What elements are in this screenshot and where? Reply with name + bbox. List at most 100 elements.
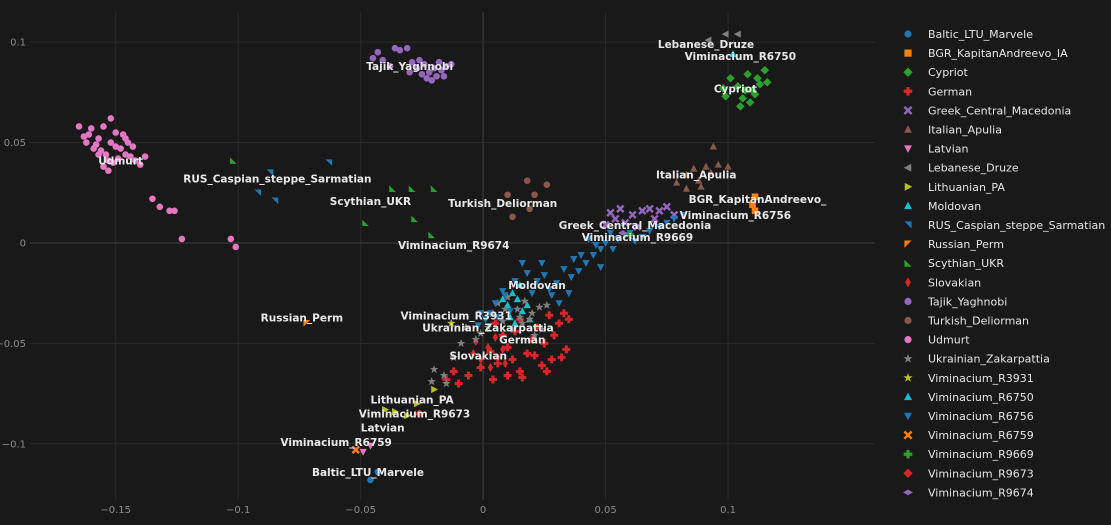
data-point [577, 252, 585, 259]
data-point [492, 332, 499, 342]
data-point [486, 347, 495, 356]
legend-marker [902, 489, 914, 496]
legend-label: Viminacium_R9669 [928, 448, 1034, 461]
data-point [655, 206, 664, 215]
data-point [545, 311, 554, 320]
legend-item[interactable]: Scythian_UKR [904, 257, 1004, 270]
data-point [425, 68, 433, 76]
data-point [628, 210, 637, 219]
data-point [606, 208, 615, 217]
legend-item[interactable]: Russian_Perm [904, 238, 1004, 251]
data-point [415, 409, 424, 418]
legend-item[interactable]: Cypriot [903, 66, 968, 79]
data-point [537, 324, 547, 333]
legend-label: BGR_KapitanAndreevo_IA [928, 47, 1068, 60]
legend-item[interactable]: Tajik_Yaghnobi [904, 295, 1007, 308]
legend-item[interactable]: Viminacium_R9669 [903, 448, 1034, 461]
legend-item[interactable]: Lithuanian_PA [904, 181, 1006, 194]
axes-layer: −0.15 −0.1 −0.05 0 0.05 0.1 −0.1 −0.05 0 0.05 0.1 [0, 38, 736, 516]
data-point [738, 94, 748, 103]
legend-item[interactable]: RUS_Caspian_steppe_Sarmatian [904, 219, 1105, 232]
data-point [513, 304, 522, 313]
data-point [442, 379, 451, 388]
data-point [413, 64, 421, 72]
point-label: Viminacium_R6759 [280, 437, 391, 449]
point-label: Lebanese_Druze [658, 39, 754, 51]
point-label: Viminacium_R6756 [680, 210, 791, 222]
point-label: Moldovan [508, 280, 565, 292]
legend-label: Russian_Perm [928, 238, 1004, 251]
legend-item[interactable]: German [903, 85, 972, 98]
data-point [493, 359, 502, 368]
legend-label: Viminacium_R6756 [928, 410, 1034, 423]
legend-item[interactable]: Greek_Central_Macedonia [903, 104, 1071, 117]
point-label: Russian_Perm [261, 312, 343, 324]
data-point [435, 58, 443, 66]
data-point [584, 235, 593, 243]
legend-item[interactable]: Viminacium_R6759 [903, 429, 1034, 442]
data-point [382, 405, 390, 414]
legend-item[interactable]: Latvian [904, 143, 968, 156]
legend-item[interactable]: Lebanese_Druze [903, 162, 1019, 175]
legend-item[interactable]: Ukrainian_Zakarpattia [903, 353, 1050, 366]
legend-item[interactable]: Italian_Apulia [904, 124, 1002, 137]
legend-item[interactable]: Baltic_LTU_Marvele [904, 28, 1033, 41]
data-point [109, 159, 117, 166]
data-point [726, 73, 735, 83]
data-point [464, 371, 473, 380]
legend-item[interactable]: Slovakian [905, 276, 981, 289]
data-point [503, 343, 512, 352]
data-point [500, 344, 506, 355]
data-point [516, 281, 524, 289]
point-label: Italian_Apulia [656, 170, 736, 182]
data-point [751, 193, 759, 201]
data-point [483, 322, 493, 331]
data-point [95, 151, 102, 158]
legend-item[interactable]: Viminacium_R6756 [904, 410, 1034, 423]
legend-label: Viminacium_R9673 [928, 467, 1034, 480]
legend-item[interactable]: Viminacium_R9673 [903, 467, 1034, 480]
data-point [476, 328, 485, 337]
x-tick-label: −0.05 [345, 505, 376, 516]
data-point [501, 292, 509, 300]
data-point [391, 408, 399, 416]
legend-item[interactable]: Viminacium_R9674 [902, 486, 1034, 499]
data-point [663, 219, 671, 227]
data-point [618, 230, 628, 236]
data-point [511, 278, 519, 286]
data-point [525, 314, 534, 323]
legend-item[interactable]: Turkish_Deliorman [904, 315, 1029, 328]
data-point [523, 270, 531, 278]
legend-item[interactable]: Moldovan [904, 200, 981, 213]
data-point [433, 72, 440, 80]
data-point [503, 301, 512, 309]
data-point [597, 246, 605, 253]
data-point [396, 46, 404, 54]
data-point [156, 203, 164, 211]
legend-item[interactable]: Udmurt [904, 334, 970, 347]
legend-item[interactable]: Viminacium_R3931 [903, 372, 1034, 385]
data-point [427, 377, 436, 386]
data-point [100, 163, 107, 170]
legend-marker [903, 430, 913, 440]
legend[interactable]: Baltic_LTU_Marvele BGR_KapitanAndreevo_IA… [902, 28, 1105, 499]
data-point [430, 185, 438, 193]
legend-item[interactable]: BGR_KapitanAndreevo_IA [904, 47, 1068, 60]
legend-item[interactable]: Viminacium_R6750 [904, 391, 1034, 404]
legend-marker [904, 30, 912, 38]
data-point [266, 169, 274, 176]
point-label: Cypriot [714, 83, 757, 95]
data-point [645, 204, 654, 213]
legend-label: Latvian [928, 143, 968, 156]
data-point [107, 115, 115, 122]
data-point [498, 331, 507, 340]
x-tick-label: 0.05 [594, 505, 616, 516]
legend-marker [903, 372, 913, 382]
data-point [550, 331, 559, 340]
data-point [166, 207, 173, 215]
data-point [523, 349, 532, 358]
data-point [555, 319, 564, 328]
data-point [751, 207, 759, 215]
point-label: RUS_Caspian_steppe_Sarmatian [183, 174, 371, 186]
